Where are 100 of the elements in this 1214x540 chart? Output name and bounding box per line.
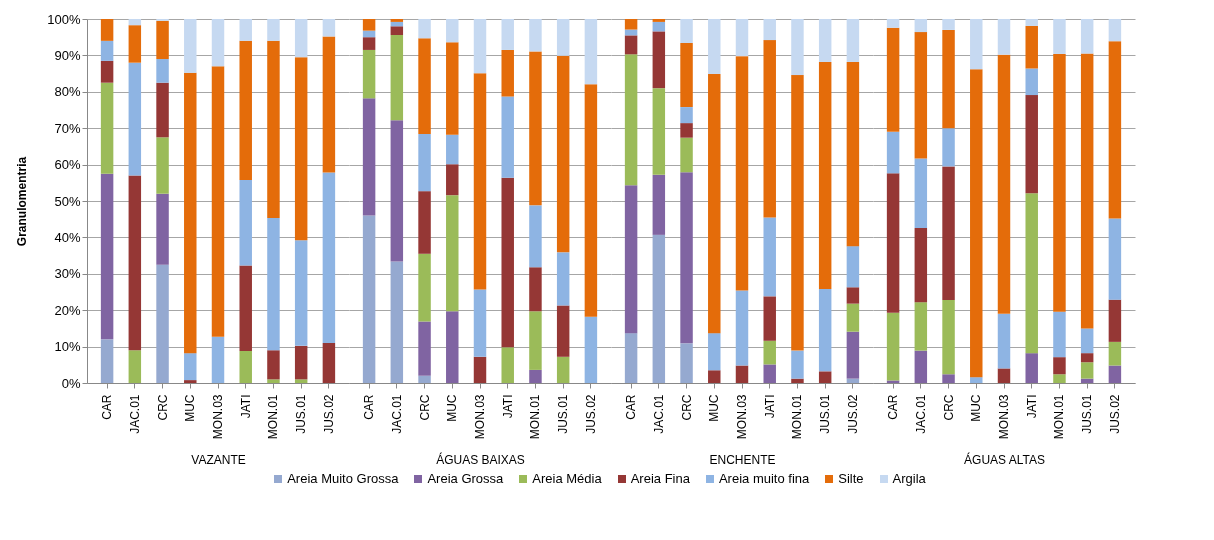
bar xyxy=(529,267,542,312)
bar xyxy=(418,321,431,376)
x-tick-label: JAC.01 xyxy=(651,394,666,434)
bar xyxy=(156,20,169,60)
bar xyxy=(556,55,570,253)
x-tick-label: JUS.01 xyxy=(556,394,571,434)
bar xyxy=(529,205,542,268)
bar xyxy=(970,69,983,378)
bar xyxy=(914,227,928,303)
bar xyxy=(763,19,776,41)
x-tick-label: JUS.01 xyxy=(294,394,309,434)
x-tick-label: MON.01 xyxy=(266,394,281,440)
bar xyxy=(886,312,900,381)
bar xyxy=(322,36,336,173)
y-tick-label: 20% xyxy=(54,302,81,318)
bar xyxy=(267,350,280,380)
bar xyxy=(239,19,252,41)
bar xyxy=(473,289,487,357)
x-tick-label: MUC xyxy=(445,394,460,422)
bar xyxy=(735,290,749,366)
bar xyxy=(708,333,721,371)
bar xyxy=(556,305,570,357)
x-tick-label: JATI xyxy=(762,394,777,419)
x-tick-label: CRC xyxy=(417,394,432,421)
bar xyxy=(156,193,169,265)
bar xyxy=(846,61,860,247)
bar xyxy=(446,134,459,165)
bar xyxy=(294,345,308,380)
bar xyxy=(624,185,638,334)
bar xyxy=(680,172,693,344)
bar xyxy=(652,31,666,89)
bar xyxy=(708,19,721,74)
bar xyxy=(211,336,225,383)
bar xyxy=(997,19,1011,55)
bar xyxy=(418,253,431,322)
bar xyxy=(763,296,776,341)
x-tick-label: CRC xyxy=(155,394,170,421)
bar xyxy=(914,19,928,33)
bar xyxy=(1080,53,1094,329)
x-axis-title: ÁGUAS ALTAS xyxy=(964,452,1045,468)
bar xyxy=(294,57,308,241)
bar xyxy=(652,19,666,22)
y-tick-label: 60% xyxy=(54,157,81,173)
bar xyxy=(156,59,169,83)
bar xyxy=(239,350,252,383)
bar xyxy=(446,311,459,383)
bar xyxy=(680,343,693,383)
bar xyxy=(128,175,142,351)
x-tick-label: JUS.02 xyxy=(583,394,598,434)
bar xyxy=(886,19,900,28)
x-tick-label: JUS.01 xyxy=(1080,394,1095,434)
bar xyxy=(100,60,114,83)
bar xyxy=(473,356,487,383)
bar xyxy=(100,19,114,41)
legend-label: Areia muito fina xyxy=(718,471,810,486)
bar xyxy=(294,240,308,346)
y-axis-title: Granulomentria xyxy=(15,156,30,247)
bar xyxy=(763,364,776,383)
bar xyxy=(886,27,900,132)
y-tick-label: 50% xyxy=(54,193,81,209)
bar xyxy=(584,84,598,317)
bar xyxy=(267,40,280,219)
bar xyxy=(156,82,169,138)
bar xyxy=(446,195,459,312)
bar xyxy=(529,51,542,206)
bar xyxy=(418,134,431,192)
bar xyxy=(211,66,225,337)
bar xyxy=(1108,19,1122,42)
bar xyxy=(1080,19,1094,54)
x-tick-label: MON.03 xyxy=(997,394,1011,440)
bar xyxy=(239,265,252,351)
bar xyxy=(1053,53,1066,312)
x-tick-label: CAR xyxy=(362,394,377,420)
bar xyxy=(791,75,804,351)
bar xyxy=(735,19,749,57)
x-tick-label: JATI xyxy=(1024,394,1039,419)
bar xyxy=(652,174,666,235)
bar xyxy=(997,54,1011,314)
bar xyxy=(362,215,376,383)
bar xyxy=(942,300,955,375)
x-tick-label: CAR xyxy=(886,394,901,420)
x-tick-label: JUS.02 xyxy=(1107,394,1122,434)
bar xyxy=(1080,362,1094,379)
bar xyxy=(942,29,955,129)
bar xyxy=(418,38,431,135)
bar xyxy=(818,61,832,290)
bar xyxy=(680,123,693,138)
x-tick-label: CAR xyxy=(100,394,115,420)
bar xyxy=(1025,353,1038,383)
bar xyxy=(1025,19,1038,26)
bar xyxy=(267,218,280,351)
x-axis-title: ENCHENTE xyxy=(709,453,776,468)
y-tick-label: 70% xyxy=(54,120,81,136)
x-tick-label: JUS.01 xyxy=(818,394,833,434)
bar xyxy=(914,32,928,159)
bar xyxy=(997,313,1011,369)
bar xyxy=(362,19,376,31)
bar xyxy=(128,25,142,63)
bar xyxy=(942,166,955,301)
y-tick-label: 100% xyxy=(47,11,81,27)
